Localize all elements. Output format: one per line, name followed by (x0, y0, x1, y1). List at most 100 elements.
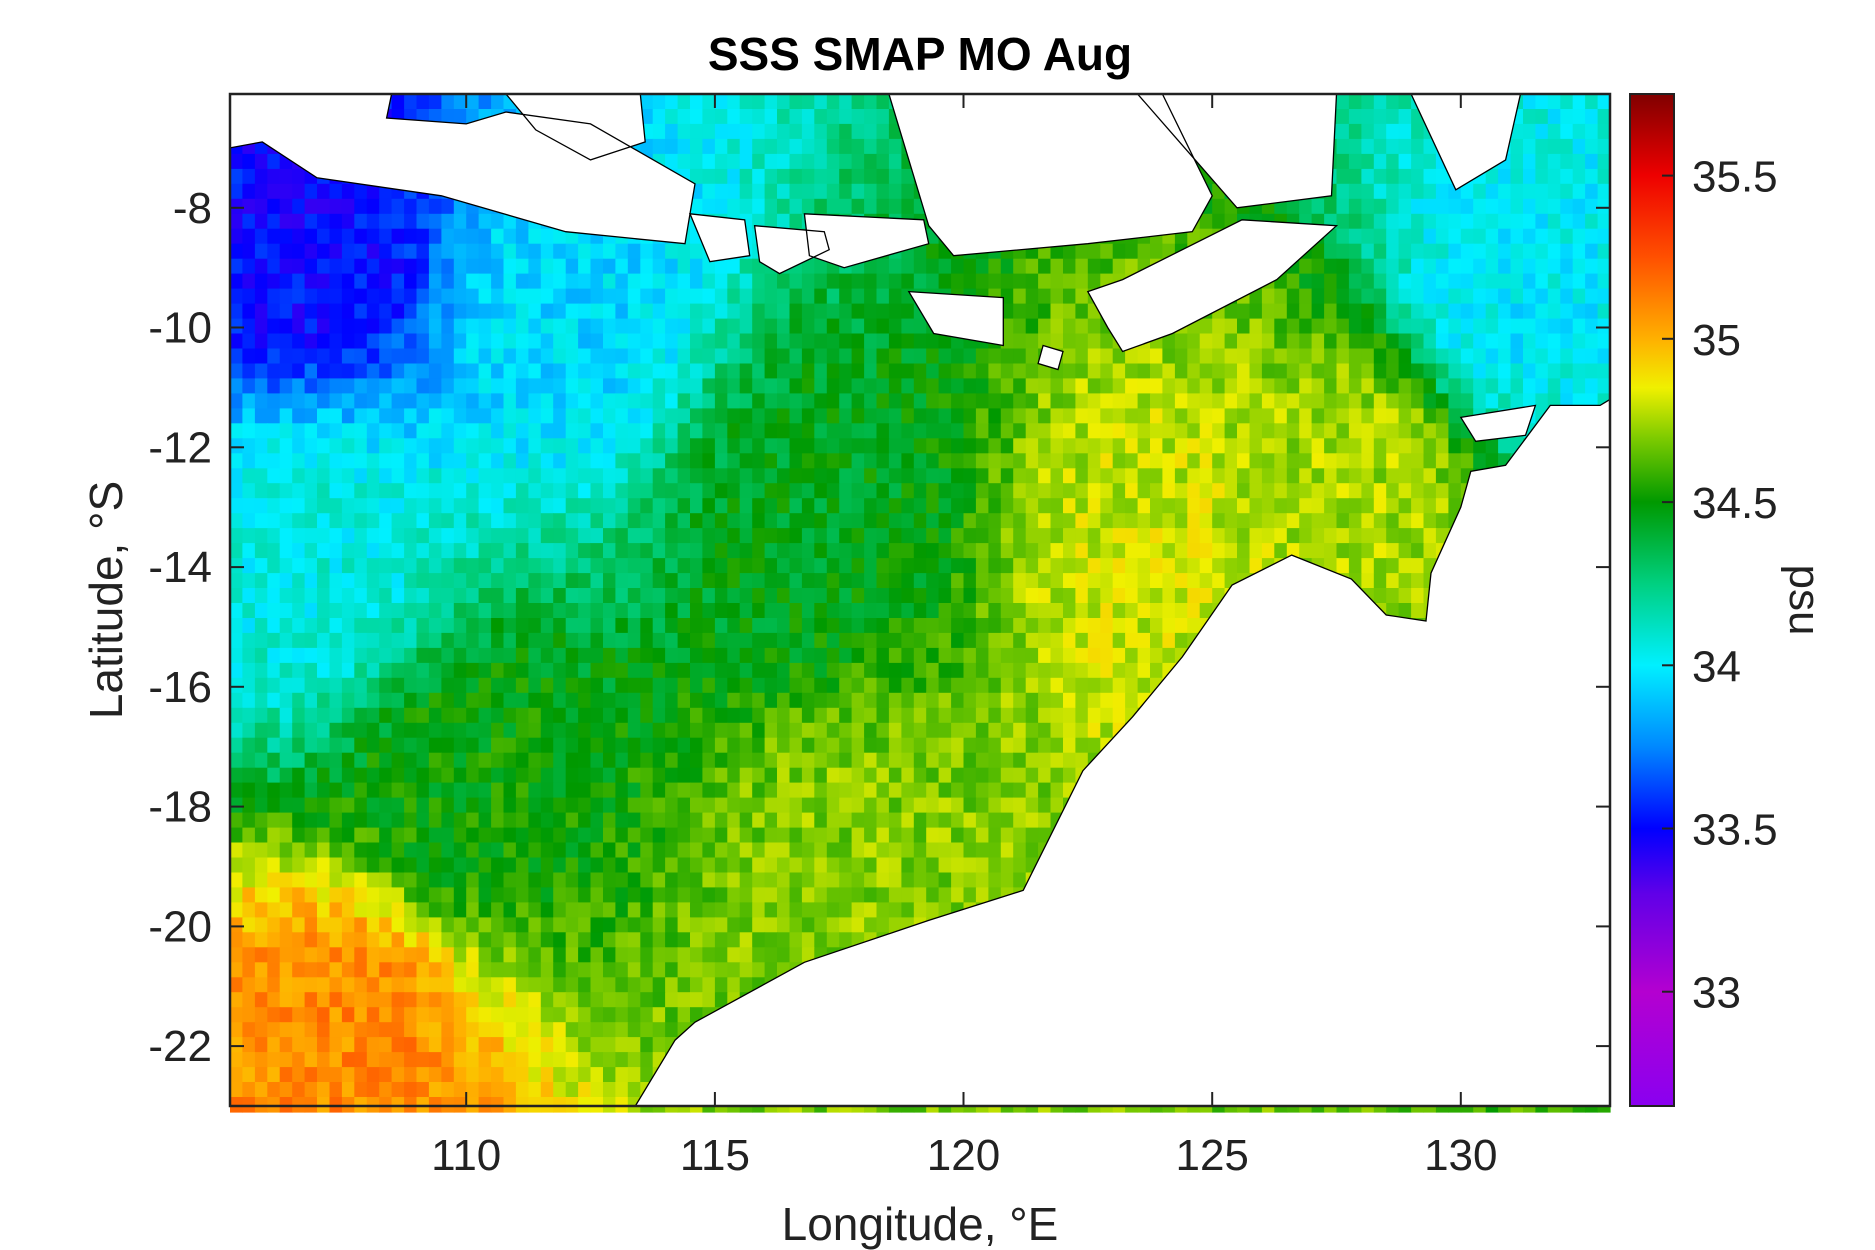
salinity-cell (739, 333, 753, 350)
salinity-cell (391, 438, 405, 454)
salinity-cell (341, 363, 355, 380)
salinity-cell (951, 468, 965, 484)
salinity-cell (379, 408, 393, 424)
salinity-cell (292, 722, 306, 739)
salinity-cell (1336, 318, 1350, 335)
salinity-cell (292, 423, 306, 439)
salinity-cell (752, 662, 766, 679)
salinity-cell (379, 228, 393, 245)
salinity-cell (876, 573, 890, 589)
salinity-cell (1386, 273, 1400, 290)
salinity-cell (1000, 662, 1014, 679)
salinity-cell (901, 618, 915, 634)
salinity-cell (739, 438, 753, 454)
salinity-cell (752, 123, 766, 140)
salinity-cell (727, 318, 741, 335)
salinity-cell (640, 558, 654, 574)
salinity-cell (603, 647, 616, 664)
salinity-cell (665, 423, 679, 439)
salinity-cell (341, 378, 355, 394)
salinity-cell (1324, 438, 1338, 454)
salinity-cell (615, 333, 629, 350)
salinity-cell (1025, 677, 1039, 694)
salinity-cell (603, 318, 616, 335)
salinity-cell (1000, 543, 1014, 559)
salinity-cell (292, 468, 306, 484)
salinity-cell (304, 618, 318, 634)
salinity-cell (267, 528, 281, 544)
salinity-cell (913, 348, 927, 365)
salinity-cell (466, 647, 480, 664)
salinity-cell (1535, 213, 1549, 230)
salinity-cell (354, 588, 368, 604)
salinity-cell (503, 498, 517, 514)
salinity-cell (230, 603, 243, 619)
salinity-cell (764, 483, 778, 499)
salinity-cell (901, 333, 915, 350)
salinity-cell (764, 468, 778, 484)
salinity-cell (379, 363, 393, 380)
salinity-cell (1473, 378, 1487, 394)
salinity-cell (690, 333, 703, 350)
salinity-cell (267, 213, 281, 230)
salinity-cell (441, 363, 455, 380)
salinity-cell (1000, 573, 1014, 589)
salinity-cell (739, 692, 753, 709)
salinity-cell (1212, 528, 1226, 544)
salinity-cell (1187, 348, 1201, 365)
salinity-cell (528, 543, 542, 559)
salinity-cell (578, 737, 592, 754)
salinity-cell (615, 408, 629, 424)
salinity-cell (1485, 333, 1499, 350)
salinity-cell (1597, 153, 1611, 170)
salinity-cell (279, 647, 293, 664)
salinity-cell (963, 647, 977, 664)
salinity-cell (1174, 333, 1188, 350)
salinity-cell (1411, 558, 1425, 574)
salinity-cell (1423, 378, 1437, 394)
salinity-cell (826, 707, 840, 724)
salinity-cell (975, 408, 989, 424)
salinity-cell (938, 618, 952, 634)
salinity-cell (341, 243, 355, 260)
salinity-cell (590, 677, 604, 694)
salinity-cell (404, 438, 418, 454)
salinity-cell (304, 573, 318, 589)
salinity-cell (1075, 752, 1089, 769)
salinity-cell (1498, 213, 1512, 230)
salinity-cell (528, 647, 542, 664)
salinity-cell (652, 558, 666, 574)
salinity-cell (913, 393, 927, 409)
salinity-cell (1597, 363, 1611, 380)
salinity-cell (1025, 647, 1039, 664)
salinity-cell (764, 363, 778, 380)
salinity-cell (1373, 153, 1387, 170)
salinity-cell (1560, 288, 1574, 305)
salinity-cell (1572, 109, 1586, 125)
salinity-cell (1087, 558, 1101, 574)
salinity-cell (279, 573, 293, 589)
salinity-cell (1585, 303, 1599, 320)
salinity-cell (317, 378, 330, 394)
salinity-cell (453, 692, 467, 709)
salinity-cell (988, 393, 1002, 409)
salinity-cell (1560, 318, 1574, 335)
salinity-cell (938, 647, 952, 664)
salinity-cell (801, 752, 815, 769)
salinity-cell (1249, 318, 1263, 335)
salinity-cell (839, 722, 853, 739)
salinity-cell (1398, 438, 1412, 454)
salinity-cell (1087, 423, 1101, 439)
salinity-cell (1435, 198, 1449, 215)
salinity-cell (826, 632, 840, 649)
salinity-cell (1125, 528, 1139, 544)
salinity-cell (1249, 558, 1263, 574)
salinity-cell (777, 94, 790, 110)
salinity-cell (951, 363, 965, 380)
salinity-cell (739, 288, 753, 305)
salinity-cell (702, 707, 716, 724)
salinity-cell (1585, 348, 1599, 365)
salinity-cell (826, 752, 840, 769)
salinity-cell (1075, 677, 1089, 694)
salinity-cell (267, 348, 281, 365)
